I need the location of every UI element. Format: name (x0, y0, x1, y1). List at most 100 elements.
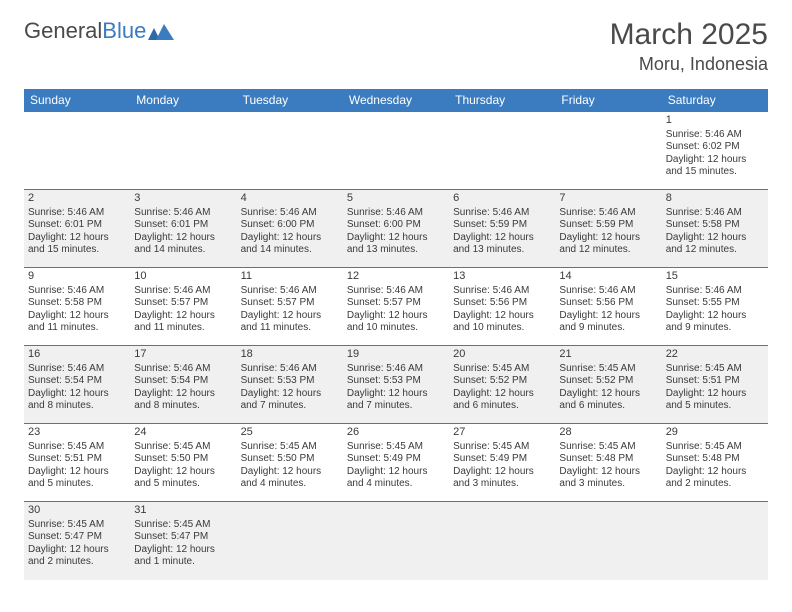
day-cell: 2Sunrise: 5:46 AMSunset: 6:01 PMDaylight… (24, 190, 130, 268)
sunset-line: Sunset: 5:52 PM (559, 375, 657, 388)
day-number: 9 (28, 270, 126, 284)
sunset-line: Sunset: 5:58 PM (28, 297, 126, 310)
day-cell: 20Sunrise: 5:45 AMSunset: 5:52 PMDayligh… (449, 346, 555, 424)
sunset-line: Sunset: 6:01 PM (134, 219, 232, 232)
day-cell: 14Sunrise: 5:46 AMSunset: 5:56 PMDayligh… (555, 268, 661, 346)
day-cell: 25Sunrise: 5:45 AMSunset: 5:50 PMDayligh… (237, 424, 343, 502)
day-number: 28 (559, 426, 657, 440)
sunset-line: Sunset: 5:59 PM (453, 219, 551, 232)
empty-cell (662, 502, 768, 580)
week-row: 1Sunrise: 5:46 AMSunset: 6:02 PMDaylight… (24, 112, 768, 190)
day-header-row: SundayMondayTuesdayWednesdayThursdayFrid… (24, 89, 768, 112)
day-cell: 19Sunrise: 5:46 AMSunset: 5:53 PMDayligh… (343, 346, 449, 424)
day-number: 2 (28, 192, 126, 206)
daylight-line: Daylight: 12 hours and 14 minutes. (241, 232, 339, 257)
daylight-line: Daylight: 12 hours and 10 minutes. (347, 310, 445, 335)
sunrise-line: Sunrise: 5:45 AM (559, 441, 657, 454)
sunset-line: Sunset: 5:51 PM (28, 453, 126, 466)
sunset-line: Sunset: 5:54 PM (28, 375, 126, 388)
day-number: 5 (347, 192, 445, 206)
daylight-line: Daylight: 12 hours and 4 minutes. (241, 466, 339, 491)
sunset-line: Sunset: 6:02 PM (666, 141, 764, 154)
daylight-line: Daylight: 12 hours and 2 minutes. (666, 466, 764, 491)
sunrise-line: Sunrise: 5:45 AM (134, 441, 232, 454)
day-cell: 16Sunrise: 5:46 AMSunset: 5:54 PMDayligh… (24, 346, 130, 424)
day-number: 7 (559, 192, 657, 206)
day-cell: 21Sunrise: 5:45 AMSunset: 5:52 PMDayligh… (555, 346, 661, 424)
day-number: 18 (241, 348, 339, 362)
day-number: 22 (666, 348, 764, 362)
daylight-line: Daylight: 12 hours and 7 minutes. (241, 388, 339, 413)
sunset-line: Sunset: 5:47 PM (134, 531, 232, 544)
day-cell: 31Sunrise: 5:45 AMSunset: 5:47 PMDayligh… (130, 502, 236, 580)
location-label: Moru, Indonesia (610, 54, 768, 75)
sunset-line: Sunset: 5:59 PM (559, 219, 657, 232)
sunrise-line: Sunrise: 5:46 AM (28, 285, 126, 298)
daylight-line: Daylight: 12 hours and 11 minutes. (134, 310, 232, 335)
day-number: 4 (241, 192, 339, 206)
sunrise-line: Sunrise: 5:46 AM (347, 363, 445, 376)
flag-icon (148, 24, 174, 40)
day-number: 30 (28, 504, 126, 518)
brand-part2: Blue (102, 18, 146, 44)
day-number: 1 (666, 114, 764, 128)
day-cell: 6Sunrise: 5:46 AMSunset: 5:59 PMDaylight… (449, 190, 555, 268)
day-cell: 13Sunrise: 5:46 AMSunset: 5:56 PMDayligh… (449, 268, 555, 346)
sunrise-line: Sunrise: 5:45 AM (453, 441, 551, 454)
day-number: 11 (241, 270, 339, 284)
daylight-line: Daylight: 12 hours and 1 minute. (134, 544, 232, 569)
week-row: 2Sunrise: 5:46 AMSunset: 6:01 PMDaylight… (24, 190, 768, 268)
day-cell: 1Sunrise: 5:46 AMSunset: 6:02 PMDaylight… (662, 112, 768, 190)
header: GeneralBlue March 2025 Moru, Indonesia (24, 18, 768, 75)
sunset-line: Sunset: 5:53 PM (241, 375, 339, 388)
sunset-line: Sunset: 5:57 PM (134, 297, 232, 310)
sunrise-line: Sunrise: 5:45 AM (666, 441, 764, 454)
sunset-line: Sunset: 5:50 PM (134, 453, 232, 466)
brand-part1: General (24, 18, 102, 44)
sunset-line: Sunset: 5:49 PM (347, 453, 445, 466)
sunrise-line: Sunrise: 5:46 AM (453, 207, 551, 220)
day-cell: 3Sunrise: 5:46 AMSunset: 6:01 PMDaylight… (130, 190, 236, 268)
sunrise-line: Sunrise: 5:45 AM (666, 363, 764, 376)
empty-cell (449, 502, 555, 580)
daylight-line: Daylight: 12 hours and 6 minutes. (559, 388, 657, 413)
day-cell: 10Sunrise: 5:46 AMSunset: 5:57 PMDayligh… (130, 268, 236, 346)
sunrise-line: Sunrise: 5:45 AM (559, 363, 657, 376)
sunrise-line: Sunrise: 5:46 AM (559, 285, 657, 298)
day-header: Friday (555, 89, 661, 112)
week-row: 23Sunrise: 5:45 AMSunset: 5:51 PMDayligh… (24, 424, 768, 502)
sunrise-line: Sunrise: 5:45 AM (28, 441, 126, 454)
daylight-line: Daylight: 12 hours and 5 minutes. (28, 466, 126, 491)
sunrise-line: Sunrise: 5:46 AM (134, 207, 232, 220)
daylight-line: Daylight: 12 hours and 9 minutes. (666, 310, 764, 335)
sunset-line: Sunset: 5:56 PM (453, 297, 551, 310)
empty-cell (343, 502, 449, 580)
sunset-line: Sunset: 5:50 PM (241, 453, 339, 466)
day-number: 21 (559, 348, 657, 362)
sunrise-line: Sunrise: 5:46 AM (241, 285, 339, 298)
empty-cell (555, 502, 661, 580)
day-cell: 18Sunrise: 5:46 AMSunset: 5:53 PMDayligh… (237, 346, 343, 424)
day-cell: 11Sunrise: 5:46 AMSunset: 5:57 PMDayligh… (237, 268, 343, 346)
day-cell: 15Sunrise: 5:46 AMSunset: 5:55 PMDayligh… (662, 268, 768, 346)
day-cell: 12Sunrise: 5:46 AMSunset: 5:57 PMDayligh… (343, 268, 449, 346)
empty-cell (237, 112, 343, 190)
sunset-line: Sunset: 6:00 PM (241, 219, 339, 232)
sunrise-line: Sunrise: 5:45 AM (241, 441, 339, 454)
day-number: 19 (347, 348, 445, 362)
week-row: 16Sunrise: 5:46 AMSunset: 5:54 PMDayligh… (24, 346, 768, 424)
day-header: Sunday (24, 89, 130, 112)
sunrise-line: Sunrise: 5:46 AM (666, 285, 764, 298)
daylight-line: Daylight: 12 hours and 3 minutes. (453, 466, 551, 491)
day-cell: 17Sunrise: 5:46 AMSunset: 5:54 PMDayligh… (130, 346, 236, 424)
sunset-line: Sunset: 5:51 PM (666, 375, 764, 388)
day-number: 29 (666, 426, 764, 440)
daylight-line: Daylight: 12 hours and 11 minutes. (28, 310, 126, 335)
sunset-line: Sunset: 5:47 PM (28, 531, 126, 544)
daylight-line: Daylight: 12 hours and 12 minutes. (666, 232, 764, 257)
page-title: March 2025 (610, 18, 768, 52)
sunset-line: Sunset: 5:53 PM (347, 375, 445, 388)
sunrise-line: Sunrise: 5:45 AM (28, 519, 126, 532)
daylight-line: Daylight: 12 hours and 13 minutes. (347, 232, 445, 257)
day-number: 3 (134, 192, 232, 206)
